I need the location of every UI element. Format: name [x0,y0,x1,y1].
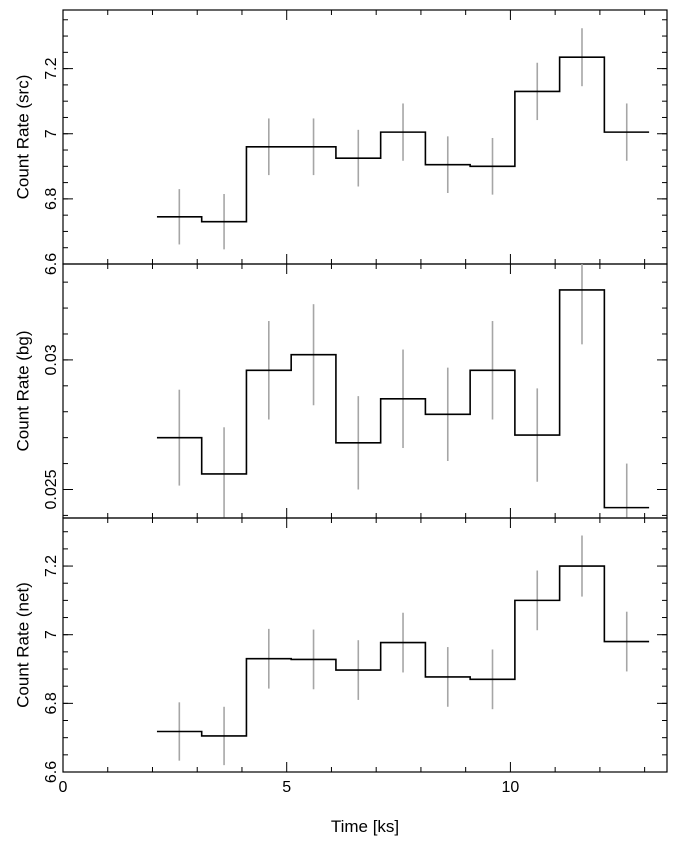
y-tick-label: 0.025 [43,469,60,509]
y-tick-label: 0.03 [43,344,60,375]
panel-frame-bg [62,263,668,519]
y-axis-label-src: Count Rate (src) [13,75,32,200]
panel-frame-net [62,517,668,773]
x-tick-label: 10 [502,779,520,796]
y-tick-label: 6.8 [43,692,60,714]
rate-step-line-net [156,565,650,737]
x-axis-label: Time [ks] [331,817,399,836]
y-tick-label: 7.2 [43,555,60,577]
x-tick-label: 5 [282,779,291,796]
panel-src: 6.6 6.8 7 7.2 Count Rate (src) [13,9,668,275]
y-axis-label-bg: Count Rate (bg) [13,331,32,452]
y-tick-label: 6.6 [43,761,60,783]
rate-step-line-src [156,56,650,223]
panel-net: 6.6 6.8 7 7.2 Count Rate (net) 0 5 10 Time [ks] [13,517,668,836]
y-tick-label: 6.6 [43,253,60,275]
y-tick-label: 7 [43,630,60,639]
rate-step-line-bg [156,289,650,509]
y-axis-label-net: Count Rate (net) [13,582,32,708]
y-tick-label: 6.8 [43,188,60,210]
x-tick-label: 0 [59,779,68,796]
panel-bg: 0.025 0.03 Count Rate (bg) [13,263,668,519]
y-tick-label: 7 [43,129,60,138]
panel-frame-src [62,9,668,265]
y-tick-label: 7.2 [43,57,60,79]
